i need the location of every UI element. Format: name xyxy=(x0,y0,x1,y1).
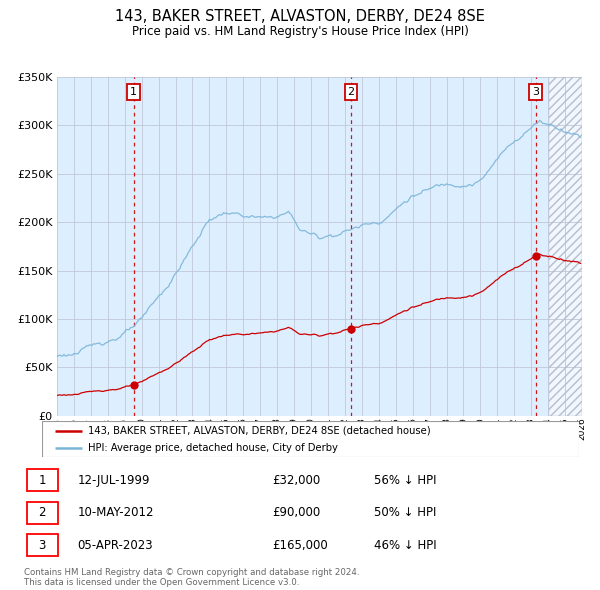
Text: 1: 1 xyxy=(38,474,46,487)
Text: £165,000: £165,000 xyxy=(272,539,328,552)
Text: 1: 1 xyxy=(130,87,137,97)
Bar xyxy=(550,77,582,416)
Text: This data is licensed under the Open Government Licence v3.0.: This data is licensed under the Open Gov… xyxy=(24,578,299,587)
Text: 2: 2 xyxy=(347,87,355,97)
Text: £32,000: £32,000 xyxy=(272,474,320,487)
Bar xyxy=(27,502,58,524)
Text: Price paid vs. HM Land Registry's House Price Index (HPI): Price paid vs. HM Land Registry's House … xyxy=(131,25,469,38)
Text: 143, BAKER STREET, ALVASTON, DERBY, DE24 8SE: 143, BAKER STREET, ALVASTON, DERBY, DE24… xyxy=(115,9,485,24)
Text: 46% ↓ HPI: 46% ↓ HPI xyxy=(374,539,436,552)
Text: 3: 3 xyxy=(532,87,539,97)
Text: 50% ↓ HPI: 50% ↓ HPI xyxy=(374,506,436,519)
Text: 56% ↓ HPI: 56% ↓ HPI xyxy=(374,474,436,487)
Text: 05-APR-2023: 05-APR-2023 xyxy=(77,539,153,552)
Text: HPI: Average price, detached house, City of Derby: HPI: Average price, detached house, City… xyxy=(88,443,338,453)
Text: £90,000: £90,000 xyxy=(272,506,320,519)
Text: 3: 3 xyxy=(38,539,46,552)
Text: 143, BAKER STREET, ALVASTON, DERBY, DE24 8SE (detached house): 143, BAKER STREET, ALVASTON, DERBY, DE24… xyxy=(88,426,430,436)
Text: 10-MAY-2012: 10-MAY-2012 xyxy=(77,506,154,519)
Text: 2: 2 xyxy=(38,506,46,519)
Bar xyxy=(550,77,582,416)
Text: 12-JUL-1999: 12-JUL-1999 xyxy=(77,474,150,487)
Bar xyxy=(27,534,58,556)
Bar xyxy=(27,469,58,491)
Text: Contains HM Land Registry data © Crown copyright and database right 2024.: Contains HM Land Registry data © Crown c… xyxy=(24,568,359,576)
